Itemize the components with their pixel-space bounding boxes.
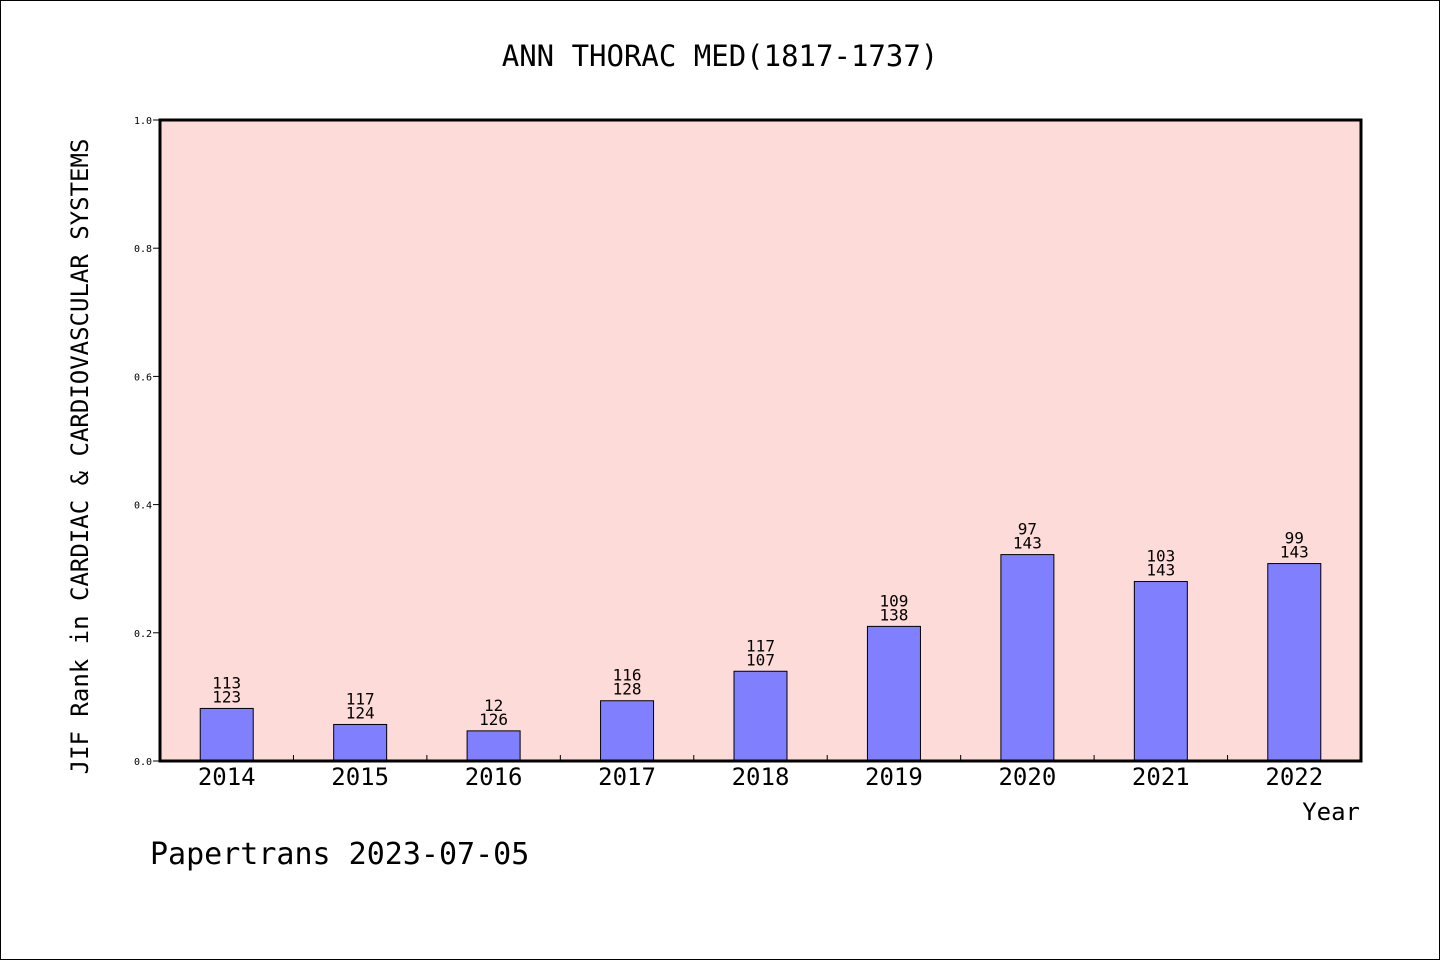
y-tick-label: 0.6 xyxy=(134,372,152,383)
x-axis-label: Year xyxy=(1302,798,1360,826)
x-tick-label: 2015 xyxy=(331,763,389,791)
bar-2014 xyxy=(199,707,254,762)
bar-2016 xyxy=(466,730,521,762)
y-tick-label: 1.0 xyxy=(134,116,152,127)
bar-rank-label: 109 xyxy=(879,591,908,610)
x-tick-label: 2018 xyxy=(732,763,790,791)
bar-total-label: 123 xyxy=(212,687,241,706)
bar-total-label: 126 xyxy=(479,710,508,729)
bar-total-label: 107 xyxy=(746,650,775,669)
y-tick-label: 0.2 xyxy=(134,629,152,640)
bar-total-label: 143 xyxy=(1013,534,1042,553)
bar-2022 xyxy=(1267,563,1322,762)
bar-rank-label: 103 xyxy=(1146,547,1175,566)
x-tick-label: 2017 xyxy=(598,763,656,791)
bar-rank-label: 97 xyxy=(1018,520,1037,539)
x-tick-label: 2021 xyxy=(1132,763,1190,791)
bar-2021 xyxy=(1133,581,1188,762)
bar-2015 xyxy=(333,723,388,762)
bar-2017 xyxy=(600,700,655,762)
bar-total-label: 124 xyxy=(346,703,375,722)
bar-total-label: 128 xyxy=(613,680,642,699)
x-tick-label: 2022 xyxy=(1265,763,1323,791)
bar-rank-label: 117 xyxy=(346,689,375,708)
y-axis: 0.0 0.2 0.4 0.6 0.8 1.0 xyxy=(134,116,160,768)
bars xyxy=(199,554,1322,762)
bar-total-label: 143 xyxy=(1146,561,1175,580)
x-tick-label: 2014 xyxy=(198,763,256,791)
bar-rank-label: 116 xyxy=(613,666,642,685)
bar-2018 xyxy=(733,670,788,762)
bar-rank-label: 12 xyxy=(484,696,503,715)
y-tick-label: 0.4 xyxy=(134,501,152,512)
x-tick-label: 2019 xyxy=(865,763,923,791)
y-tick-label: 0.0 xyxy=(134,757,152,768)
chart-title: ANN THORAC MED(1817-1737) xyxy=(502,39,939,73)
x-axis: 2014 2015 2016 2017 2018 2019 2020 2021 2022 xyxy=(198,755,1323,791)
y-tick-label: 0.8 xyxy=(134,244,152,255)
bar-total-label: 138 xyxy=(879,605,908,624)
x-tick-label: 2016 xyxy=(465,763,523,791)
y-axis-label: JIF Rank in CARDIAC & CARDIOVASCULAR SYS… xyxy=(66,139,94,775)
footer-watermark: Papertrans 2023-07-05 xyxy=(150,837,529,872)
x-tick-label: 2020 xyxy=(998,763,1056,791)
bar-total-label: 143 xyxy=(1280,543,1309,562)
bar-rank-label: 99 xyxy=(1285,529,1304,548)
bar-2019 xyxy=(866,625,921,762)
bar-rank-label: 113 xyxy=(212,673,241,692)
bar-rank-label: 117 xyxy=(746,636,775,655)
plot-border xyxy=(158,118,1363,763)
bar-2020 xyxy=(1000,554,1055,762)
